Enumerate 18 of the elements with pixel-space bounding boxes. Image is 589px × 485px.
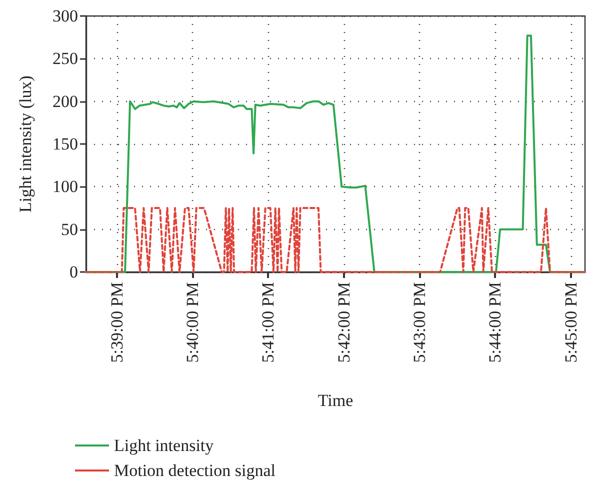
x-tick-label: 5:45:00 PM: [561, 282, 580, 363]
y-tick-label: 100: [52, 177, 78, 196]
x-tick-label: 5:43:00 PM: [410, 282, 430, 363]
x-axis-title: Time: [318, 391, 354, 410]
x-tick-label: 5:42:00 PM: [334, 282, 354, 363]
y-tick-label: 200: [52, 92, 78, 111]
x-tick-label: 5:41:00 PM: [258, 282, 278, 363]
legend-label: Motion detection signal: [114, 461, 276, 480]
y-tick-label: 50: [61, 220, 78, 239]
y-tick-label: 150: [52, 134, 78, 154]
x-tick-label: 5:39:00 PM: [107, 282, 126, 363]
y-tick-label: 250: [52, 49, 78, 68]
y-axis-title: Light intensity (lux): [16, 76, 35, 212]
x-tick-label: 5:44:00 PM: [486, 282, 505, 363]
y-tick-label: 300: [52, 6, 78, 26]
y-tick-label: 0: [70, 262, 78, 282]
legend-label: Light intensity: [114, 436, 214, 455]
x-tick-label: 5:40:00 PM: [183, 282, 202, 363]
